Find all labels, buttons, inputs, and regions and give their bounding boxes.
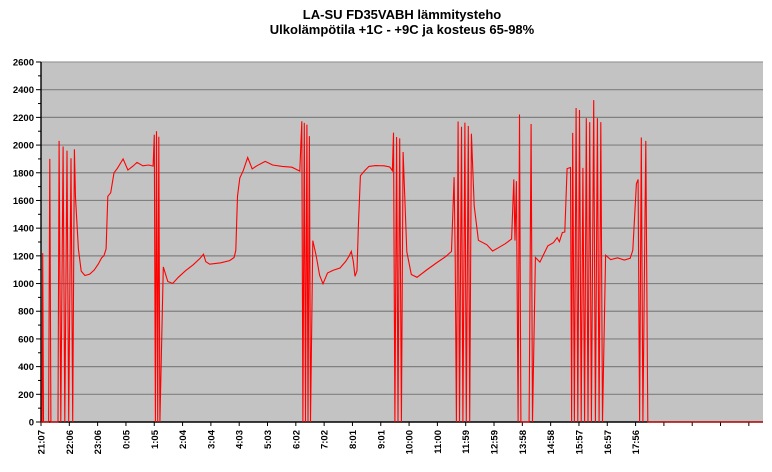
- y-axis-label: 1600: [13, 196, 34, 207]
- x-axis-label: 1:05: [150, 429, 161, 449]
- x-axis-label: 8:01: [348, 429, 359, 449]
- x-axis-label: 11:00: [433, 430, 444, 454]
- chart-subtitle: Ulkolämpötila +1C - +9C ja kosteus 65-98…: [269, 22, 535, 37]
- x-axis-label: 12:59: [490, 430, 501, 454]
- x-axis: 21:07 22:06 23:06 0:05 1:05 2:04 3:04 4:03 5:03 6…: [37, 421, 763, 454]
- y-axis-label: 1200: [13, 251, 34, 262]
- x-axis-label: 4:03: [235, 430, 246, 449]
- x-axis-label: 14:58: [546, 430, 557, 454]
- x-axis-label: 3:04: [206, 429, 217, 449]
- x-axis-label: 15:57: [574, 430, 585, 454]
- y-axis-label: 800: [18, 307, 34, 318]
- y-axis-label: 0: [29, 418, 34, 429]
- x-axis-label: 22:06: [65, 430, 76, 454]
- y-axis-label: 1800: [13, 168, 34, 179]
- x-axis-label: 13:58: [518, 430, 529, 454]
- x-axis-label: 6:02: [291, 430, 302, 449]
- x-axis-label: 17:56: [631, 430, 642, 454]
- x-axis-label: 21:07: [37, 430, 48, 454]
- y-axis-label: 200: [18, 390, 34, 401]
- x-axis-label: 2:04: [178, 429, 189, 449]
- x-axis-label: 10:00: [405, 430, 416, 454]
- x-axis-label: 9:01: [376, 429, 387, 449]
- x-axis-label: 16:57: [603, 430, 614, 454]
- y-axis-label: 600: [18, 334, 34, 345]
- y-axis-label: 1000: [13, 279, 34, 290]
- y-axis-label: 2200: [13, 113, 34, 124]
- y-axis-label: 2000: [13, 141, 34, 152]
- series-lämmitysteho-line: [41, 100, 763, 423]
- x-axis-label: 0:05: [121, 429, 132, 449]
- x-axis-label: 23:06: [93, 430, 104, 454]
- y-axis: 0 200 400 600 800 1000 1200 1400 1600 1800 2000 220…: [13, 58, 42, 429]
- y-axis-label: 2400: [13, 85, 34, 96]
- chart-title: LA-SU FD35VABH lämmitysteho: [302, 7, 502, 22]
- y-axis-label: 400: [18, 362, 34, 373]
- x-axis-label: 5:03: [263, 430, 274, 449]
- x-axis-label: 11:59: [461, 430, 472, 454]
- x-axis-label: 7:02: [320, 430, 331, 449]
- chart-title-block: LA-SU FD35VABH lämmitysteho Ulkolämpötil…: [41, 7, 763, 37]
- y-axis-label: 2600: [13, 58, 34, 69]
- y-axis-label: 1400: [13, 224, 34, 235]
